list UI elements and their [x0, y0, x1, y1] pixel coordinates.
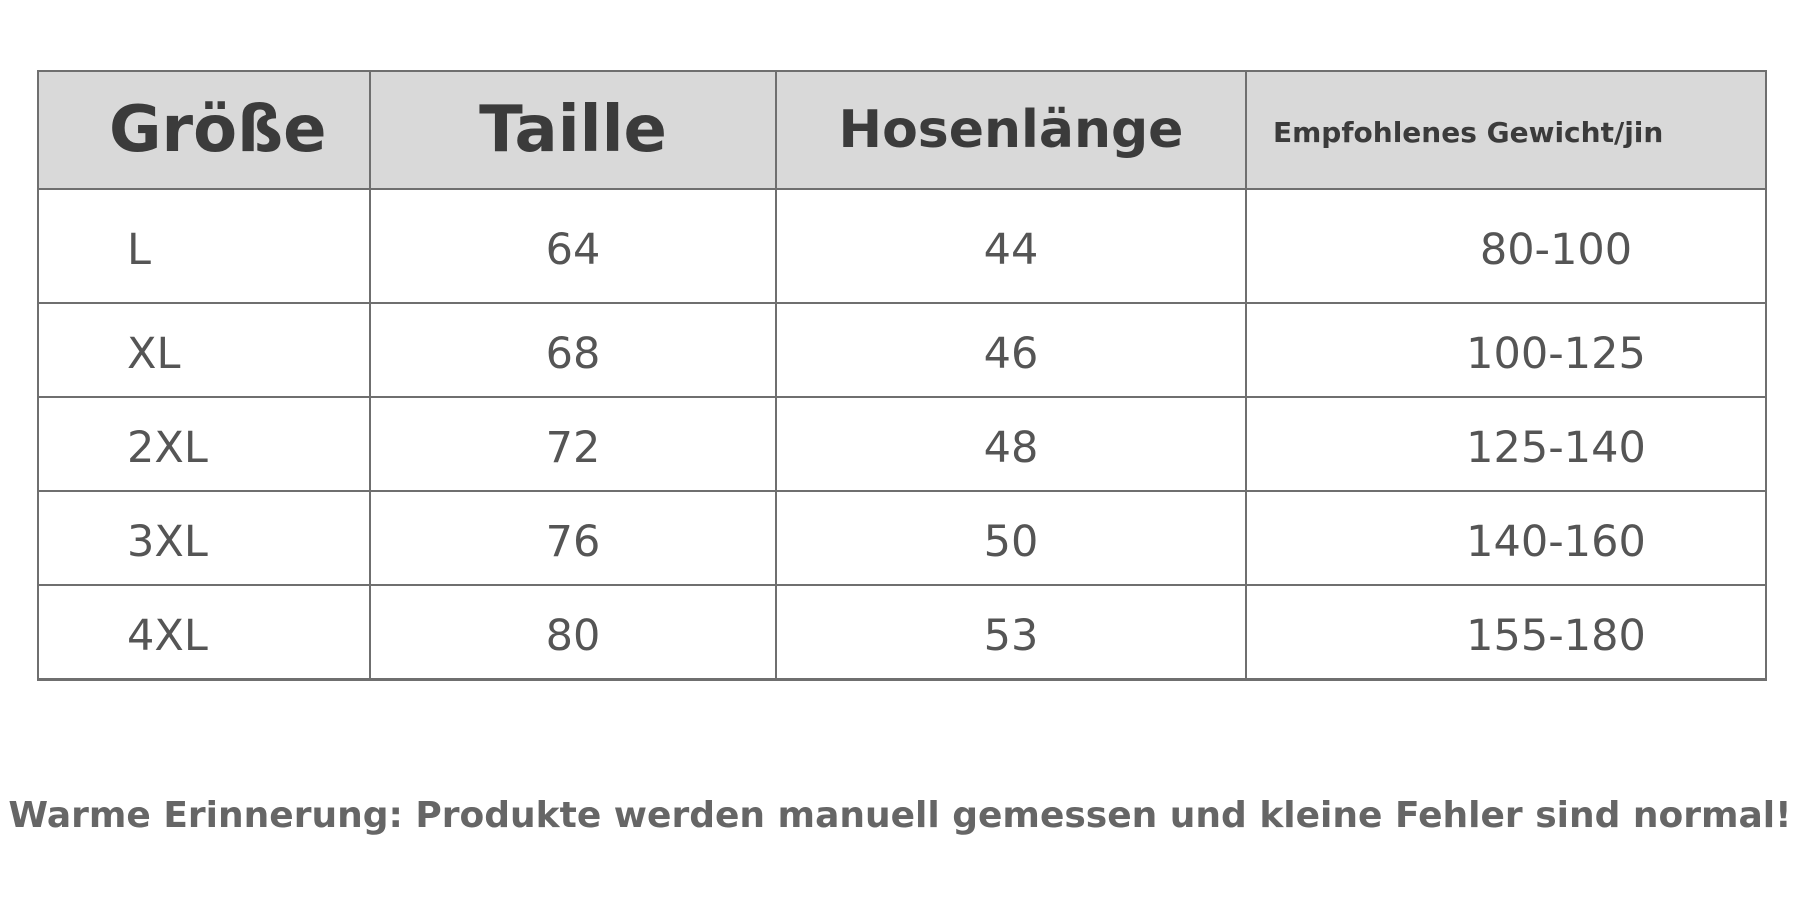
header-recommended-weight: Empfohlenes Gewicht/jin: [1245, 70, 1767, 190]
cell-waist: 68: [369, 302, 777, 398]
cell-size: 2XL: [37, 396, 371, 492]
cell-waist: 80: [369, 584, 777, 681]
cell-weight: 140-160: [1245, 490, 1767, 586]
cell-size: L: [37, 188, 371, 304]
cell-weight: 100-125: [1245, 302, 1767, 398]
cell-waist: 72: [369, 396, 777, 492]
cell-pants-length: 50: [775, 490, 1247, 586]
table-row: 2XL 72 48 125-140: [37, 396, 1767, 492]
header-row: Größe Taille Hosenlänge Empfohlenes Gewi…: [37, 70, 1767, 190]
cell-size: 3XL: [37, 490, 371, 586]
table-row: L 64 44 80-100: [37, 188, 1767, 304]
header-pants-length: Hosenlänge: [775, 70, 1247, 190]
cell-weight: 80-100: [1245, 188, 1767, 304]
cell-waist: 64: [369, 188, 777, 304]
table-row: 4XL 80 53 155-180: [37, 584, 1767, 681]
table-row: XL 68 46 100-125: [37, 302, 1767, 398]
cell-weight: 125-140: [1245, 396, 1767, 492]
cell-size: 4XL: [37, 584, 371, 681]
cell-pants-length: 46: [775, 302, 1247, 398]
header-size: Größe: [37, 70, 371, 190]
cell-pants-length: 44: [775, 188, 1247, 304]
cell-pants-length: 53: [775, 584, 1247, 681]
cell-waist: 76: [369, 490, 777, 586]
measurement-note: Warme Erinnerung: Produkte werden manuel…: [8, 795, 1792, 836]
size-chart-table: Größe Taille Hosenlänge Empfohlenes Gewi…: [37, 70, 1767, 681]
cell-pants-length: 48: [775, 396, 1247, 492]
header-waist: Taille: [369, 70, 777, 190]
cell-weight: 155-180: [1245, 584, 1767, 681]
cell-size: XL: [37, 302, 371, 398]
table-row: 3XL 76 50 140-160: [37, 490, 1767, 586]
